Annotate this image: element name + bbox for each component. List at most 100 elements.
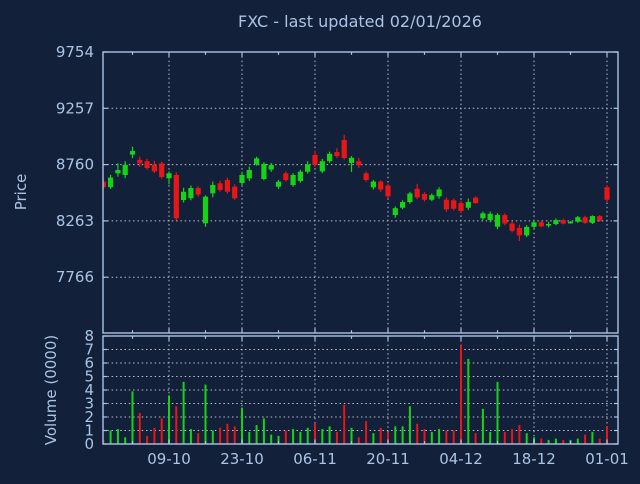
candle: [604, 187, 610, 200]
candle: [217, 183, 223, 190]
volume-tick-label: 4: [84, 381, 94, 399]
volume-bar: [467, 358, 470, 444]
candle: [122, 164, 128, 175]
x-tick-label: 04-12: [439, 450, 483, 468]
candle: [305, 164, 311, 172]
candle: [246, 170, 252, 179]
volume-bar: [460, 345, 462, 444]
volume-bar: [314, 423, 316, 444]
volume-bar: [372, 433, 375, 444]
volume-bar: [292, 429, 295, 444]
volume-bar: [197, 433, 200, 444]
volume-axis-label: Volume (0000): [42, 335, 60, 445]
volume-bar: [299, 431, 302, 444]
volume-bar: [109, 430, 112, 444]
volume-bar: [408, 406, 411, 444]
volume-bar: [387, 431, 389, 444]
candle: [378, 181, 384, 190]
candle: [516, 228, 522, 236]
candle: [582, 217, 588, 223]
volume-bar: [335, 431, 338, 444]
volume-bar: [423, 429, 426, 444]
x-tick-label: 09-10: [147, 450, 191, 468]
candle: [356, 161, 362, 166]
volume-panel-border: [102, 335, 619, 445]
candle: [370, 181, 376, 188]
volume-bar: [219, 427, 222, 444]
volume-bar: [131, 391, 134, 444]
price-tick-label: 9257: [56, 99, 94, 117]
candle: [538, 222, 544, 227]
candle: [334, 152, 340, 157]
candle: [407, 193, 413, 202]
volume-tick-label: 5: [84, 368, 94, 386]
price-tick-label: 8263: [56, 212, 94, 230]
volume-tick-label: 2: [84, 408, 94, 426]
volume-bar: [343, 404, 346, 444]
candle: [144, 161, 150, 168]
volume-bar: [481, 408, 484, 444]
candle: [480, 213, 486, 219]
volume-bar: [554, 438, 557, 444]
volume-bar: [584, 434, 587, 444]
volume-bar: [525, 433, 528, 444]
volume-bar: [591, 431, 594, 444]
volume-bar: [357, 437, 360, 444]
candle: [268, 165, 274, 170]
candle: [560, 220, 566, 224]
volume-bar: [124, 437, 127, 444]
candle: [458, 203, 464, 211]
volume-bar: [248, 431, 251, 444]
candle: [319, 161, 325, 172]
x-tick-label: 23-10: [220, 450, 264, 468]
volume-bar: [138, 412, 141, 444]
candle: [502, 215, 508, 224]
x-tick-label: 20-11: [366, 450, 410, 468]
candle: [429, 195, 435, 200]
volume-bar: [562, 439, 565, 444]
candle: [443, 199, 449, 210]
volume-bar: [489, 431, 492, 444]
volume-bar: [576, 438, 579, 444]
volume-bar: [606, 426, 608, 444]
volume-bar: [350, 427, 353, 444]
volume-bar: [189, 429, 192, 444]
volume-bar: [474, 433, 477, 444]
volume-bar: [365, 421, 368, 444]
volume-bar: [146, 435, 149, 444]
candle: [494, 215, 501, 227]
x-tick-label: 18-12: [512, 450, 556, 468]
candle: [103, 181, 106, 188]
candle: [465, 202, 471, 208]
volume-bar: [511, 429, 514, 444]
candle: [487, 213, 493, 220]
candle: [509, 223, 515, 231]
volume-bar: [496, 381, 499, 444]
price-tick-label: 8760: [56, 156, 94, 174]
volume-bar: [211, 430, 214, 444]
volume-bar: [226, 423, 229, 444]
volume-bar: [306, 427, 309, 444]
volume-bar: [270, 434, 273, 444]
candle: [108, 177, 114, 188]
volume-bar: [204, 384, 207, 444]
volume-bar: [503, 431, 506, 444]
candle: [597, 216, 603, 221]
candle: [451, 200, 457, 209]
volume-bar: [168, 395, 170, 444]
candle: [254, 158, 260, 165]
volume-bar: [233, 426, 236, 444]
volume-bar: [401, 426, 404, 444]
volume-bar: [277, 435, 280, 444]
candle: [129, 151, 136, 155]
price-tick-label: 9754: [56, 43, 94, 61]
candle: [421, 194, 428, 200]
candle: [210, 185, 216, 194]
candle: [589, 216, 595, 223]
volume-tick-label: 3: [84, 395, 94, 413]
volume-layer: [103, 345, 608, 444]
volume-bar: [241, 407, 243, 444]
volume-bar: [160, 418, 163, 444]
candle: [473, 197, 479, 204]
